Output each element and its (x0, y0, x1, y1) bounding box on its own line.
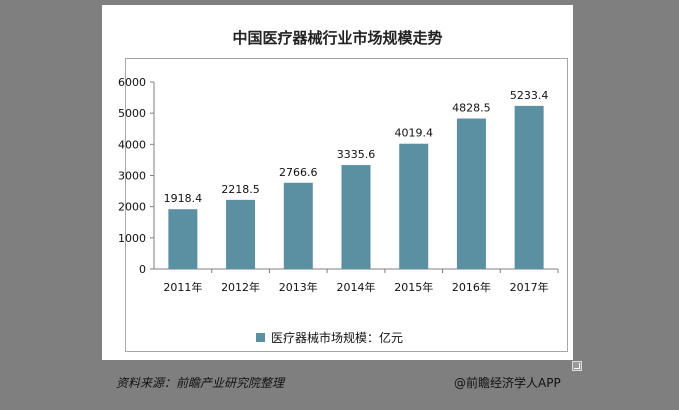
bar-value-label: 4828.5 (452, 102, 491, 115)
bar-value-label: 5233.4 (510, 89, 549, 102)
bar (399, 143, 429, 269)
y-tick-label: 6000 (118, 76, 146, 89)
bar-value-label: 2218.5 (221, 183, 260, 196)
bar-value-label: 4019.4 (394, 127, 433, 140)
plot-frame (125, 58, 568, 352)
x-tick-label: 2011年 (163, 280, 202, 294)
bar-value-label: 1918.4 (164, 192, 203, 205)
legend-swatch (256, 333, 265, 342)
chart-card: 中国医疗器械行业市场规模走势 (102, 5, 573, 360)
bar (514, 105, 544, 269)
y-tick-label: 0 (139, 263, 146, 276)
x-tick-label: 2017年 (510, 280, 549, 294)
resize-handle-icon[interactable] (572, 361, 582, 371)
y-tick-label: 4000 (118, 138, 146, 151)
bar (341, 165, 371, 269)
x-tick-label: 2012年 (221, 280, 260, 294)
y-tick-label: 2000 (118, 201, 146, 214)
chart-title: 中国医疗器械行业市场规模走势 (232, 29, 443, 47)
x-tick-label: 2015年 (394, 280, 433, 294)
x-tick-label: 2013年 (279, 280, 318, 294)
bar-value-label: 2766.6 (279, 166, 318, 179)
y-tick-label: 1000 (118, 232, 146, 245)
legend-label: 医疗器械市场规模：亿元 (271, 330, 403, 345)
x-tick-label: 2014年 (337, 280, 376, 294)
brand-credit: @前瞻经济学人APP (454, 376, 561, 390)
bar-value-label: 3335.6 (337, 148, 376, 161)
source-note: 资料来源：前瞻产业研究院整理 (116, 376, 285, 390)
x-tick-label: 2016年 (452, 280, 491, 294)
y-tick-label: 5000 (118, 107, 146, 120)
y-tick-label: 3000 (118, 170, 146, 183)
bar (283, 182, 313, 269)
bar (456, 118, 486, 269)
bar (168, 209, 198, 269)
bar (226, 199, 256, 269)
